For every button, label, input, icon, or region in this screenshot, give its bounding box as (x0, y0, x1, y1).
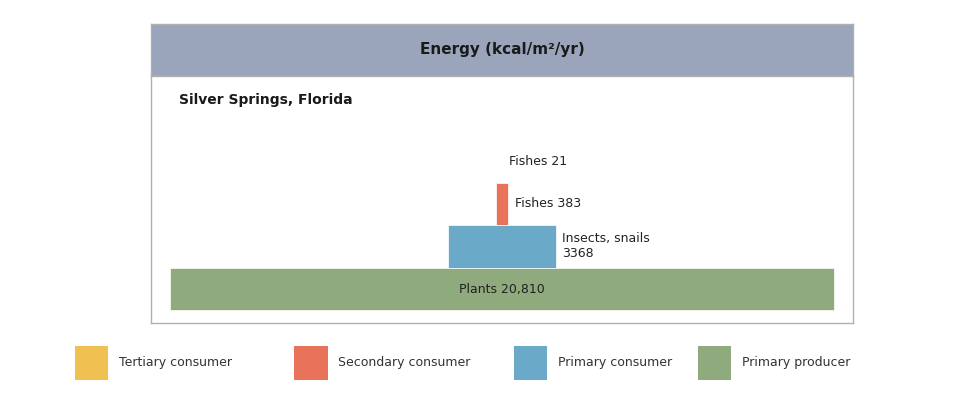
FancyBboxPatch shape (514, 346, 547, 380)
Text: Fishes 383: Fishes 383 (515, 197, 581, 210)
Bar (496, 182, 508, 225)
FancyBboxPatch shape (294, 346, 328, 380)
Text: Energy (kcal/m²/yr): Energy (kcal/m²/yr) (420, 42, 584, 58)
Text: Secondary consumer: Secondary consumer (338, 356, 471, 369)
FancyBboxPatch shape (698, 346, 731, 380)
FancyBboxPatch shape (75, 346, 108, 380)
Text: Primary consumer: Primary consumer (558, 356, 672, 369)
Text: Fishes 21: Fishes 21 (509, 155, 567, 168)
Bar (448, 225, 556, 268)
Text: Tertiary consumer: Tertiary consumer (119, 356, 232, 369)
Bar (170, 268, 835, 310)
Text: Insects, snails
3368: Insects, snails 3368 (563, 232, 650, 260)
Text: Plants 20,810: Plants 20,810 (459, 282, 545, 296)
Text: Primary producer: Primary producer (742, 356, 850, 369)
Text: Silver Springs, Florida: Silver Springs, Florida (179, 93, 353, 107)
